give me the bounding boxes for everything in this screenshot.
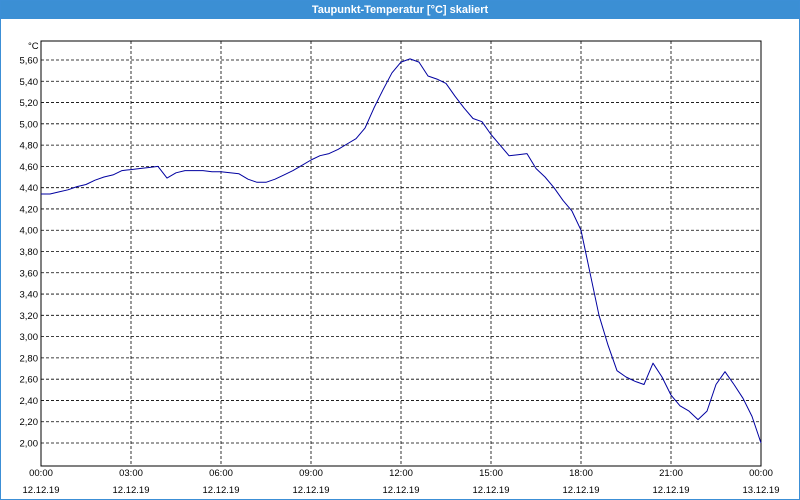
x-tick-time-label: 12:00 xyxy=(389,468,413,479)
y-tick-label: 5,00 xyxy=(20,119,39,130)
y-tick-label: 5,60 xyxy=(20,56,39,67)
series-layer xyxy=(41,58,762,444)
x-tick-date-label: 13.12.19 xyxy=(743,485,780,496)
x-tick-time-label: 00:00 xyxy=(29,468,53,479)
y-tick-label: 4,00 xyxy=(20,226,39,237)
x-tick-time-label: 03:00 xyxy=(119,468,143,479)
y-axis-unit-label: °C xyxy=(28,41,39,52)
y-tick-label: 3,60 xyxy=(20,268,39,279)
y-tick-label: 2,40 xyxy=(20,396,39,407)
x-tick-time-label: 09:00 xyxy=(299,468,323,479)
x-tick-time-label: 15:00 xyxy=(479,468,503,479)
y-tick-label: 2,60 xyxy=(20,375,39,386)
x-tick-time-label: 00:00 xyxy=(749,468,773,479)
y-tick-labels: 2,00 2,20 2,40 2,60 2,80 3,00 3,20 3,40 3,60 3,80… xyxy=(20,56,39,450)
x-tick-time-label: 06:00 xyxy=(209,468,233,479)
x-tick-time-label: 21:00 xyxy=(659,468,683,479)
x-tick-date-label: 12.12.19 xyxy=(113,485,150,496)
y-tick-label: 3,80 xyxy=(20,247,39,258)
grid-layer xyxy=(41,41,761,466)
window-title: Taupunkt-Temperatur [°C] skaliert xyxy=(1,1,799,19)
y-tick-label: 2,80 xyxy=(20,353,39,364)
y-tick-label: 2,00 xyxy=(20,439,39,450)
x-tick-time-label: 18:00 xyxy=(569,468,593,479)
y-tick-label: 2,20 xyxy=(20,417,39,428)
y-tick-label: 4,20 xyxy=(20,204,39,215)
y-tick-label: 5,40 xyxy=(20,77,39,88)
y-tick-label: 4,40 xyxy=(20,183,39,194)
y-tick-label: 4,80 xyxy=(20,141,39,152)
x-tick-date-label: 12.12.19 xyxy=(23,485,60,496)
y-tick-label: 4,60 xyxy=(20,162,39,173)
x-tick-date-label: 12.12.19 xyxy=(203,485,240,496)
x-tick-date-label: 12.12.19 xyxy=(383,485,420,496)
x-tick-date-label: 12.12.19 xyxy=(473,485,510,496)
x-tick-date-label: 12.12.19 xyxy=(563,485,600,496)
y-tick-label: 3,40 xyxy=(20,290,39,301)
y-tick-label: 3,00 xyxy=(20,332,39,343)
x-tick-labels: 00:00 12.12.19 03:00 12.12.19 06:00 12.12.19 0… xyxy=(23,468,780,496)
x-tick-date-label: 12.12.19 xyxy=(293,485,330,496)
dewpoint-series-line xyxy=(41,58,762,444)
y-tick-label: 5,20 xyxy=(20,98,39,109)
y-tick-label: 3,20 xyxy=(20,311,39,322)
dewpoint-chart: °C 2,00 2,20 2,40 2,60 2,80 3,00 3,20 3,40 3,60 3… xyxy=(20,40,780,496)
plot-frame xyxy=(40,40,762,467)
x-tick-date-label: 12.12.19 xyxy=(653,485,690,496)
